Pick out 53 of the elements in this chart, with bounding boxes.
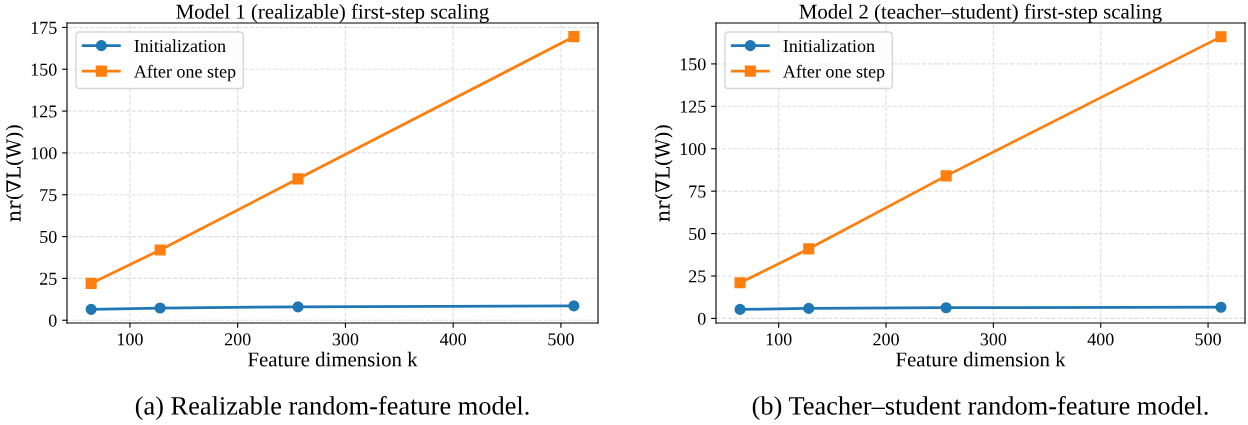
y-tick-label: 50 (689, 227, 706, 241)
y-tick-label: 175 (31, 21, 57, 34)
point (734, 303, 746, 315)
x-tick-label: 200 (873, 333, 899, 346)
text: (a) Realizable random-feature model. (135, 395, 529, 421)
x-tick-label: 100 (117, 333, 143, 346)
chart-title: Model 1 (realizable) first-step scaling (176, 3, 489, 23)
x-tick-label: 500 (1195, 333, 1221, 346)
y-tick-label: 75 (40, 189, 57, 202)
legend-label: Initialization (783, 39, 875, 53)
legend-label: After one step (782, 64, 885, 82)
y-tick-label: 50 (40, 230, 57, 244)
y-tick-label: 150 (31, 63, 57, 76)
point (85, 277, 97, 289)
text: (b) Teacher–student random-feature model. (752, 395, 1208, 421)
y-tick-label: 25 (689, 270, 706, 283)
y-tick-label: 0 (697, 312, 706, 325)
y-tick-label: 150 (680, 58, 706, 71)
y-tick-label: 25 (40, 272, 57, 285)
y-tick-label: 100 (31, 147, 57, 160)
legend-label: After one step (133, 64, 236, 82)
x-tick-label: 300 (332, 333, 359, 346)
point (1215, 301, 1227, 313)
point (940, 170, 952, 182)
point (292, 301, 304, 313)
point (85, 303, 97, 315)
y-tick-label: 125 (680, 100, 706, 113)
x-axis-title: Feature dimension k (896, 351, 1066, 367)
point (940, 302, 952, 314)
y-axis-title: nr(∇L(W)) (5, 125, 24, 222)
y-tick-label: 75 (689, 185, 706, 198)
x-tick-label: 300 (980, 333, 1007, 346)
legend-label: Initialization (134, 39, 226, 53)
point (568, 31, 580, 43)
point (292, 173, 304, 185)
point (568, 300, 580, 312)
point (1215, 31, 1227, 43)
y-tick-label: 125 (31, 105, 57, 118)
chart-title: Model 2 (teacher–student) first-step scaling (799, 3, 1162, 23)
x-axis-title: Feature dimension k (248, 351, 418, 367)
y-tick-label: 0 (48, 314, 57, 327)
x-tick-label: 200 (224, 333, 251, 346)
point (803, 302, 815, 314)
point (734, 277, 746, 289)
y-axis-title: nr(∇L(W)) (654, 125, 673, 222)
point (154, 302, 166, 314)
point (154, 244, 166, 256)
x-tick-label: 400 (439, 333, 467, 346)
y-tick-label: 100 (680, 142, 706, 156)
point (803, 243, 815, 255)
x-tick-label: 100 (766, 333, 792, 346)
x-tick-label: 400 (1087, 333, 1114, 346)
x-tick-label: 500 (548, 333, 574, 346)
